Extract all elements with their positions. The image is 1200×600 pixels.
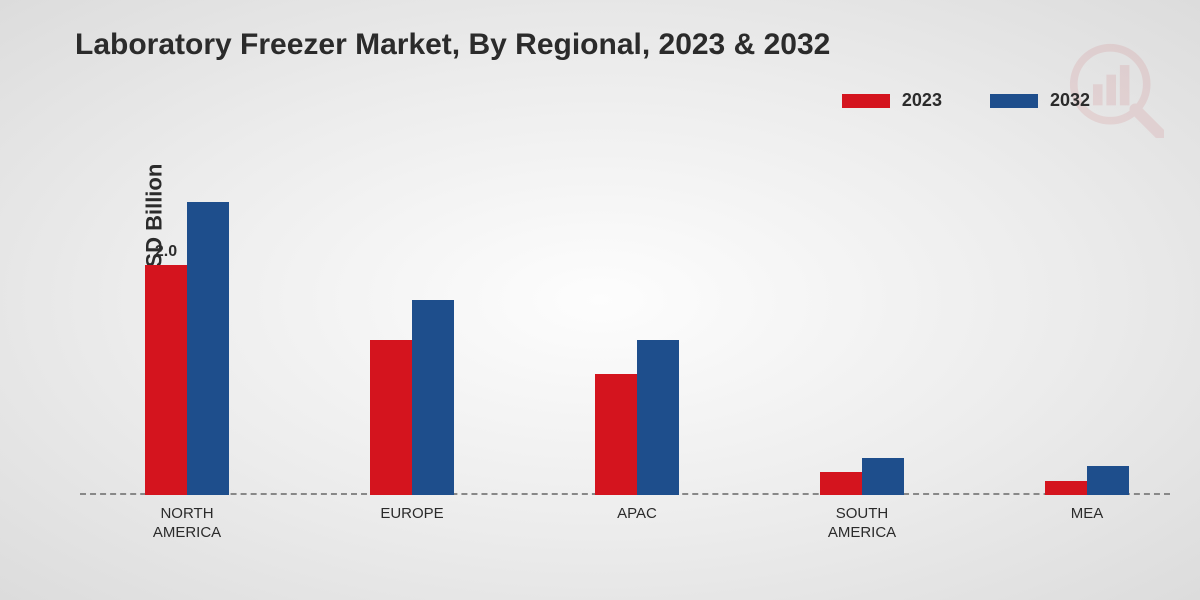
legend-swatch-2032 xyxy=(990,94,1038,108)
bar-group: APAC xyxy=(595,340,679,495)
legend: 2023 2032 xyxy=(842,90,1090,111)
bar-2023: 2.0 xyxy=(145,265,187,495)
legend-item-2023: 2023 xyxy=(842,90,942,111)
x-axis-category-label: SOUTH AMERICA xyxy=(828,505,896,543)
bar-group: EUROPE xyxy=(370,300,454,496)
bar-2032 xyxy=(1087,466,1129,495)
bar-2023 xyxy=(820,472,862,495)
bar-2032 xyxy=(187,202,229,495)
chart-canvas: Laboratory Freezer Market, By Regional, … xyxy=(0,0,1200,600)
legend-item-2032: 2032 xyxy=(990,90,1090,111)
bar-value-label: 2.0 xyxy=(155,243,177,261)
chart-title: Laboratory Freezer Market, By Regional, … xyxy=(75,28,830,62)
legend-swatch-2023 xyxy=(842,94,890,108)
bar-group: SOUTH AMERICA xyxy=(820,458,904,495)
bar-2023 xyxy=(370,340,412,495)
x-axis-category-label: APAC xyxy=(617,505,657,524)
bar-group: 2.0NORTH AMERICA xyxy=(145,202,229,495)
x-axis-category-label: EUROPE xyxy=(380,505,443,524)
x-axis-category-label: NORTH AMERICA xyxy=(153,505,221,543)
x-axis-category-label: MEA xyxy=(1071,505,1104,524)
bar-2032 xyxy=(412,300,454,496)
plot-area: 2.0NORTH AMERICA EUROPE APAC SOUTH AMERICA M… xyxy=(80,150,1170,495)
legend-label-2023: 2023 xyxy=(902,90,942,111)
bar-2023 xyxy=(595,374,637,495)
legend-label-2032: 2032 xyxy=(1050,90,1090,111)
bar-2032 xyxy=(862,458,904,495)
bar-2023 xyxy=(1045,481,1087,495)
bar-2032 xyxy=(637,340,679,495)
bar-group: MEA xyxy=(1045,466,1129,495)
